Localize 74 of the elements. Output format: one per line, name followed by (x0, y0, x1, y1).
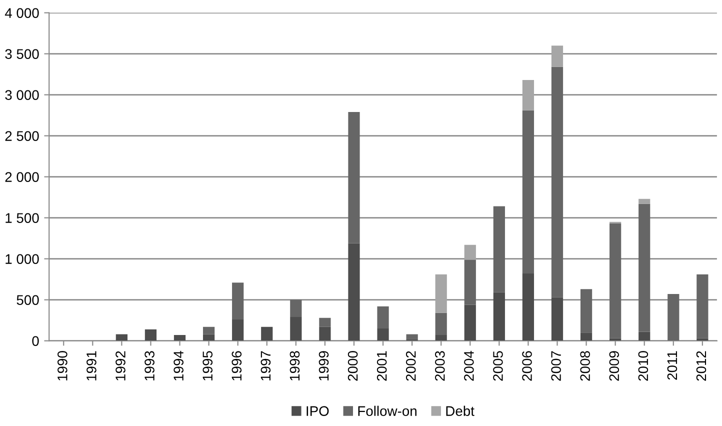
bar (435, 335, 447, 341)
bar (464, 244, 476, 260)
x-tick-label: 1999 (318, 351, 329, 380)
y-tick-label: 0 (32, 336, 39, 346)
bar (493, 206, 505, 292)
legend-label: IPO (306, 406, 329, 416)
x-tick-label: 2009 (609, 351, 620, 381)
legend-label: Debt (446, 406, 474, 416)
bar (551, 66, 564, 298)
x-tick-label: 2001 (376, 351, 387, 381)
bar (551, 46, 564, 67)
bar (551, 297, 564, 341)
x-tick-label: 1993 (144, 351, 154, 380)
bar (116, 334, 128, 341)
x-tick-label: 2004 (464, 350, 474, 381)
y-tick-label: 3 000 (5, 90, 39, 100)
x-tick-label: 2000 (348, 351, 358, 381)
y-tick-label: 1 000 (6, 254, 39, 264)
bar (202, 326, 215, 334)
bar (290, 300, 302, 318)
bar (377, 328, 389, 341)
x-tick-label: 1990 (58, 351, 68, 380)
bar (319, 318, 331, 327)
bar (638, 332, 650, 341)
bar (435, 274, 447, 313)
x-tick-label: 2010 (638, 351, 648, 381)
bar (174, 335, 186, 341)
bar (144, 329, 157, 341)
bar (202, 334, 215, 341)
y-tick-label: 2 500 (5, 131, 39, 141)
x-tick-label: 2007 (551, 351, 561, 381)
bar (610, 224, 622, 338)
x-tick-label: 2011 (667, 351, 678, 380)
x-tick-label: 1997 (260, 351, 271, 380)
y-tick-label: 4 000 (4, 8, 39, 18)
x-tick-label: 2006 (522, 351, 532, 381)
bar (319, 326, 331, 341)
y-tick-label: 500 (16, 295, 39, 305)
x-tick-label: 1991 (86, 351, 96, 380)
x-tick-label: 2005 (493, 351, 503, 381)
y-tick-label: 3 500 (5, 49, 39, 59)
bar (261, 326, 273, 341)
bar (580, 332, 592, 341)
bar (435, 312, 447, 336)
bar (638, 198, 650, 204)
legend-label: Follow-on (358, 406, 416, 416)
bar (464, 304, 476, 341)
bar (348, 243, 360, 341)
bar (696, 274, 708, 338)
bar (668, 294, 680, 341)
x-tick-label: 1998 (290, 351, 300, 380)
bar (522, 80, 534, 110)
bar (377, 306, 389, 328)
y-tick-label: 1 500 (6, 213, 39, 223)
y-tick-label: 2 000 (5, 172, 39, 182)
bar (493, 292, 505, 341)
bar (580, 289, 592, 333)
bar (232, 282, 244, 320)
bar (522, 274, 534, 341)
bar (638, 204, 650, 332)
x-tick-label: 2008 (580, 351, 590, 381)
x-tick-label: 2002 (406, 351, 416, 381)
x-tick-label: 1996 (232, 351, 242, 380)
x-tick-label: 2012 (696, 351, 706, 381)
x-tick-label: 2003 (434, 351, 445, 381)
x-tick-label: 1994 (174, 350, 184, 380)
bar (232, 319, 244, 341)
bar (464, 260, 476, 305)
bar (406, 334, 418, 340)
bar (348, 112, 360, 244)
bar (290, 317, 302, 341)
bar (522, 110, 534, 274)
x-tick-label: 1995 (202, 351, 213, 380)
x-tick-label: 1992 (116, 351, 126, 380)
